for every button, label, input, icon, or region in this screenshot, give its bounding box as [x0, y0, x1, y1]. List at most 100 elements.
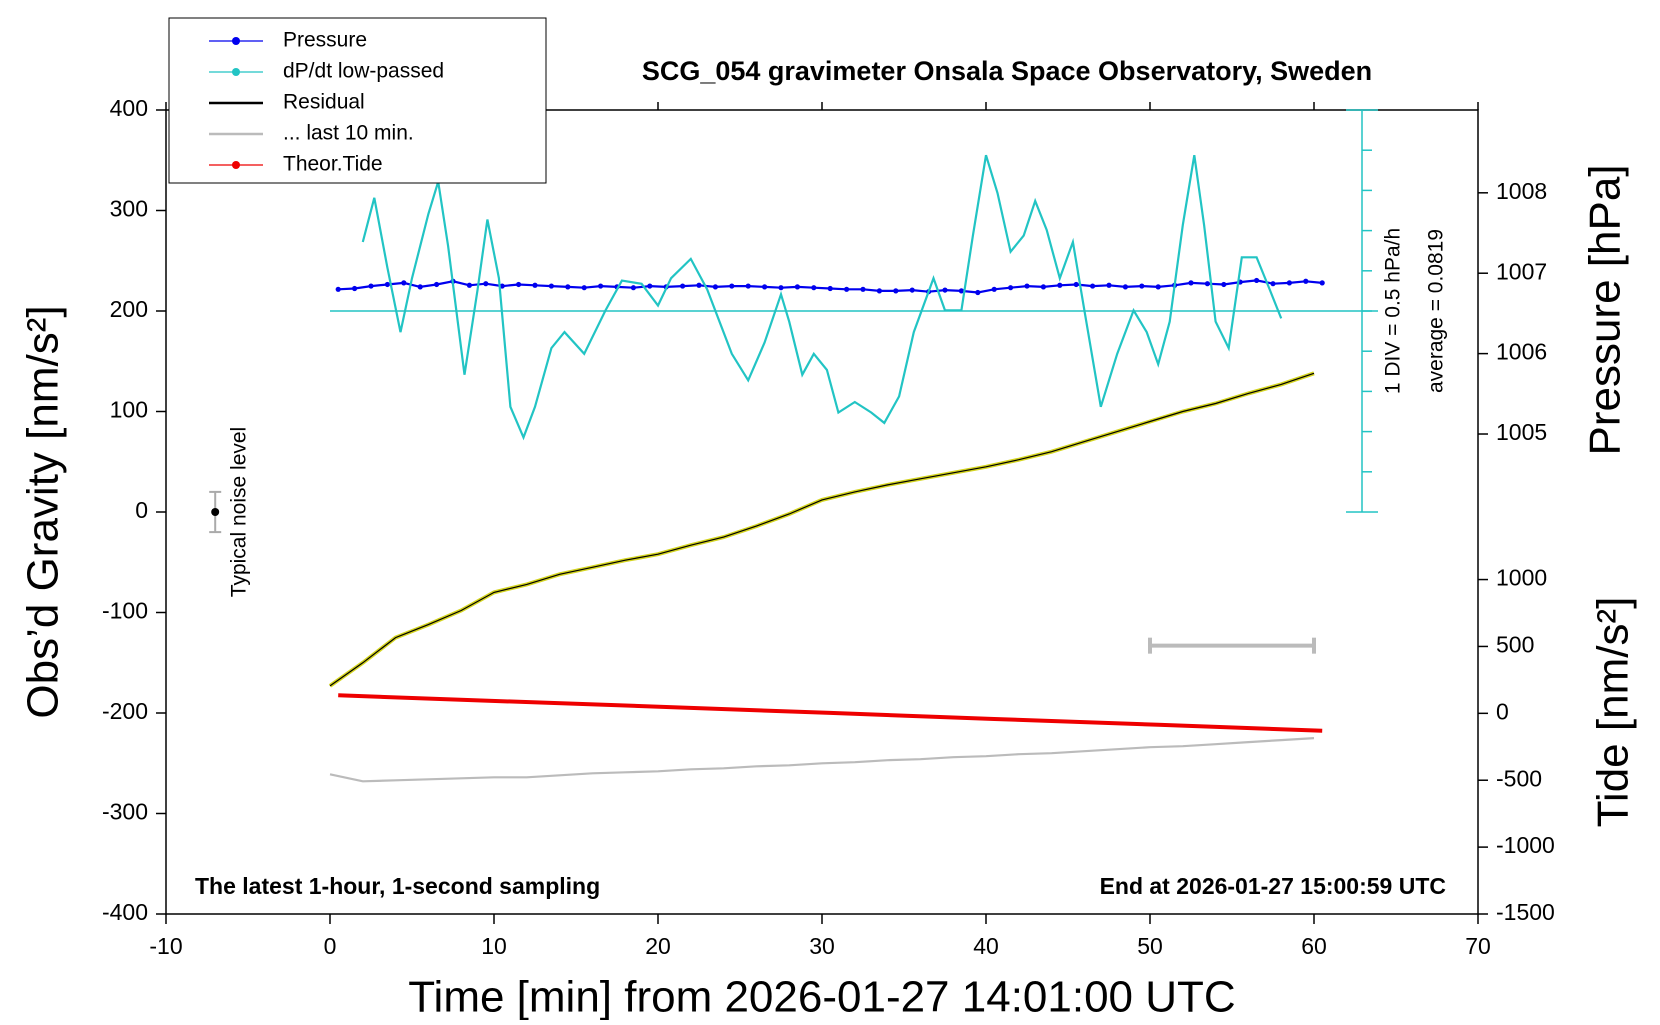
legend-label: Theor.Tide	[283, 153, 383, 176]
pressure-point	[499, 283, 505, 289]
pressure-point	[1286, 280, 1292, 286]
pressure-point	[335, 286, 341, 292]
pressure-point	[1040, 284, 1046, 290]
pressure-point	[565, 284, 571, 290]
pressure-point	[417, 284, 423, 290]
pressure-point	[942, 287, 948, 293]
legend-marker	[232, 161, 240, 169]
x-tick-label: 50	[1137, 933, 1163, 959]
legend-marker	[232, 68, 240, 76]
y-tick-label: 0	[135, 497, 148, 523]
pressure-point	[893, 288, 899, 294]
pressure-point	[466, 282, 472, 288]
pressure-point	[1073, 281, 1079, 288]
chart-title: SCG_054 gravimeter Onsala Space Observat…	[642, 56, 1372, 86]
series-line	[338, 693, 1323, 733]
y2-tick-label: 1008	[1496, 178, 1547, 204]
y-tick-label: 200	[110, 296, 148, 322]
pressure-point	[975, 289, 981, 296]
y-tick-label: 400	[110, 95, 148, 121]
x-tick-label: -10	[149, 933, 182, 959]
y-axis-title: Obs’d Gravity [nm/s²]	[19, 305, 68, 718]
pressure-point	[532, 282, 538, 288]
dpdt-scale-label: 1 DIV = 0.5 hPa/h	[1382, 228, 1405, 394]
pressure-point	[1106, 282, 1112, 288]
pressure-point	[1090, 283, 1096, 289]
pressure-point	[1204, 281, 1210, 287]
series-line	[329, 372, 1315, 687]
y2-axis-title: Pressure [hPa]	[1581, 164, 1630, 455]
pressure-point	[958, 288, 965, 294]
pressure-point	[1057, 282, 1063, 288]
pressure-point	[1024, 283, 1030, 289]
pressure-point	[762, 284, 768, 290]
pressure-point	[384, 281, 390, 288]
noise-point	[211, 508, 220, 516]
y3-tick-label: 1000	[1496, 565, 1547, 591]
pressure-point	[811, 285, 817, 291]
pressure-point	[401, 280, 407, 286]
pressure-point	[630, 285, 637, 291]
pressure-point	[860, 286, 866, 292]
x-tick-label: 0	[324, 933, 337, 959]
x-tick-label: 20	[645, 933, 671, 959]
x-axis-title: Time [min] from 2026-01-27 14:01:00 UTC	[408, 973, 1235, 1020]
y3-axis-title: Tide [nm/s²]	[1589, 597, 1638, 828]
y3-tick-label: -1500	[1496, 899, 1555, 925]
pressure-point	[1188, 280, 1194, 286]
pressure-point	[1319, 280, 1325, 286]
y-tick-label: 300	[110, 196, 148, 222]
dpdt-average-label: average = 0.0819	[1425, 229, 1448, 393]
series-line	[361, 154, 1283, 441]
pressure-point	[991, 286, 997, 292]
series-line	[329, 737, 1315, 783]
pressure-point	[434, 281, 440, 288]
x-tick-label: 40	[973, 933, 999, 959]
pressure-point	[1303, 278, 1309, 284]
x-tick-label: 30	[809, 933, 835, 959]
pressure-point	[794, 284, 801, 290]
pressure-point	[548, 283, 555, 289]
legend-label: dP/dt low-passed	[283, 60, 444, 83]
pressure-point	[1270, 281, 1276, 287]
y3-tick-label: 0	[1496, 698, 1509, 724]
pressure-point	[696, 282, 702, 288]
legend-label: Residual	[283, 91, 365, 114]
pressure-point	[352, 285, 358, 292]
pressure-point	[876, 288, 883, 294]
y-tick-label: -200	[102, 698, 148, 724]
annotation: End at 2026-01-27 15:00:59 UTC	[1100, 873, 1446, 899]
pressure-point	[729, 283, 735, 289]
y-tick-label: 100	[110, 397, 148, 423]
y3-tick-label: -500	[1496, 765, 1542, 791]
y3-tick-label: 500	[1496, 632, 1534, 658]
annotation: The latest 1-hour, 1-second sampling	[195, 873, 600, 899]
x-tick-label: 60	[1301, 933, 1327, 959]
pressure-point	[1008, 285, 1014, 291]
legend-label: ... last 10 min.	[283, 122, 414, 145]
pressure-point	[1155, 284, 1161, 290]
pressure-point	[778, 285, 784, 291]
y2-tick-label: 1007	[1496, 258, 1547, 284]
pressure-point	[712, 284, 719, 290]
pressure-point	[483, 281, 489, 287]
pressure-point	[827, 285, 833, 292]
x-tick-label: 10	[481, 933, 507, 959]
y-tick-label: -100	[102, 598, 148, 624]
y-tick-label: -300	[102, 799, 148, 825]
pressure-point	[1254, 277, 1260, 284]
pressure-point	[844, 286, 850, 292]
y2-tick-label: 1006	[1496, 339, 1547, 365]
pressure-point	[598, 283, 604, 289]
legend-box	[168, 17, 547, 184]
pressure-point	[647, 283, 653, 289]
pressure-point	[745, 283, 751, 289]
pressure-point	[581, 285, 587, 291]
pressure-point	[680, 283, 686, 289]
pressure-point	[516, 281, 522, 288]
legend-label: Pressure	[283, 29, 367, 52]
y2-tick-label: 1005	[1496, 419, 1547, 445]
pressure-point	[909, 287, 915, 293]
pressure-point	[1122, 284, 1128, 290]
